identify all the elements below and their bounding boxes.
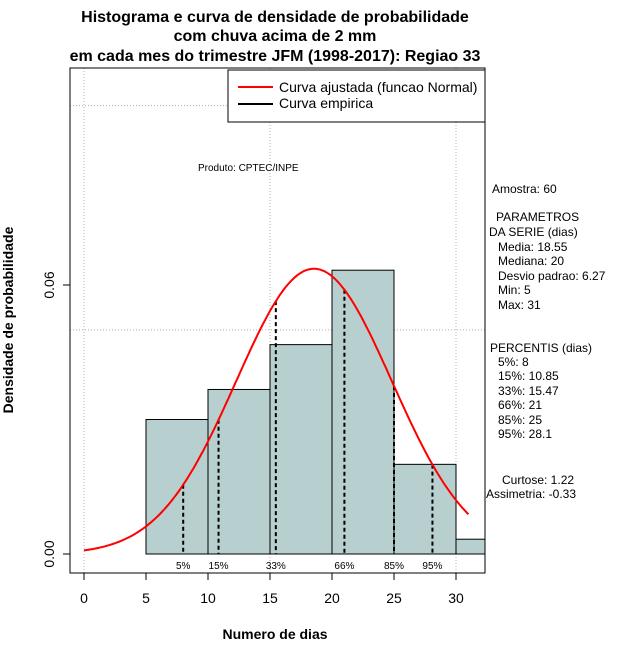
legend-label-fitted: Curva ajustada (funcao Normal) — [279, 79, 477, 95]
chart-title-line-2: com chuva acima de 2 mm — [174, 28, 377, 45]
histogram-bars — [145, 269, 486, 555]
stat-mediana: Mediana: 20 — [498, 254, 565, 268]
stat-amostra: Amostra: 60 — [492, 182, 557, 196]
legend: Curva ajustada (funcao Normal) Curva emp… — [227, 69, 486, 123]
x-axis: 0 5 10 15 20 25 30 — [80, 572, 464, 606]
histogram-bar-6 — [455, 538, 486, 555]
legend-label-empirical: Curva empirica — [279, 95, 373, 111]
chart-title-line-1: Histograma e curva de densidade de proba… — [81, 9, 469, 26]
percentile-label-5: 85% — [384, 561, 404, 572]
y-axis-label: Densidade de probabilidade — [0, 226, 16, 413]
fitted-normal-curve — [83, 267, 470, 552]
stat-assimetria: Assimetria: -0.33 — [486, 487, 577, 501]
percentile-label-2: 15% — [209, 561, 229, 572]
stat-p95: 95%: 28.1 — [498, 427, 553, 441]
x-tick-label: 20 — [324, 590, 340, 606]
stat-percentis-title: PERCENTIS (dias) — [490, 341, 593, 355]
x-tick-label: 5 — [142, 590, 150, 606]
histogram-bar-5 — [393, 463, 457, 555]
percentile-label-1: 5% — [176, 561, 191, 572]
stat-param-title-2: DA SERIE (dias) — [489, 225, 578, 239]
x-tick-label: 0 — [80, 590, 88, 606]
histogram-bar-1 — [145, 419, 209, 555]
chart-title: Histograma e curva de densidade de proba… — [70, 9, 481, 65]
stat-media: Media: 18.55 — [498, 240, 568, 254]
stat-p33: 33%: 15.47 — [498, 384, 559, 398]
x-tick-label: 25 — [386, 590, 402, 606]
stat-max: Max: 31 — [498, 298, 541, 312]
x-tick-label: 30 — [448, 590, 464, 606]
percentile-label-6: 95% — [422, 561, 442, 572]
stat-curtose: Curtose: 1.22 — [502, 473, 575, 487]
stat-p66: 66%: 21 — [498, 398, 543, 412]
histogram-bar-4 — [331, 269, 395, 555]
x-axis-label: Numero de dias — [222, 626, 327, 642]
stat-p5: 5%: 8 — [498, 355, 529, 369]
percentile-markers: 5% 15% 33% 66% 85% 95% — [176, 289, 443, 572]
product-annotation: Produto: CPTEC/INPE — [198, 163, 299, 174]
y-tick-label: 0.06 — [41, 271, 57, 298]
x-tick-label: 15 — [262, 590, 278, 606]
stat-desvio-padrao: Desvio padrao: 6.27 — [498, 269, 606, 283]
y-axis: 0.00 0.06 — [41, 271, 71, 568]
percentile-label-4: 66% — [334, 561, 354, 572]
percentile-label-3: 33% — [266, 561, 286, 572]
stat-p85: 85%: 25 — [498, 413, 543, 427]
x-tick-label: 10 — [200, 590, 216, 606]
y-tick-label: 0.00 — [41, 540, 57, 567]
histogram-bar-3 — [269, 344, 333, 555]
histogram-bar-2 — [207, 388, 271, 555]
chart-title-line-3: em cada mes do trimestre JFM (1998-2017)… — [70, 48, 481, 65]
stat-min: Min: 5 — [498, 283, 531, 297]
legend-box — [227, 69, 486, 123]
stat-p15: 15%: 10.85 — [498, 369, 559, 383]
stat-param-title-1: PARAMETROS — [496, 210, 580, 224]
